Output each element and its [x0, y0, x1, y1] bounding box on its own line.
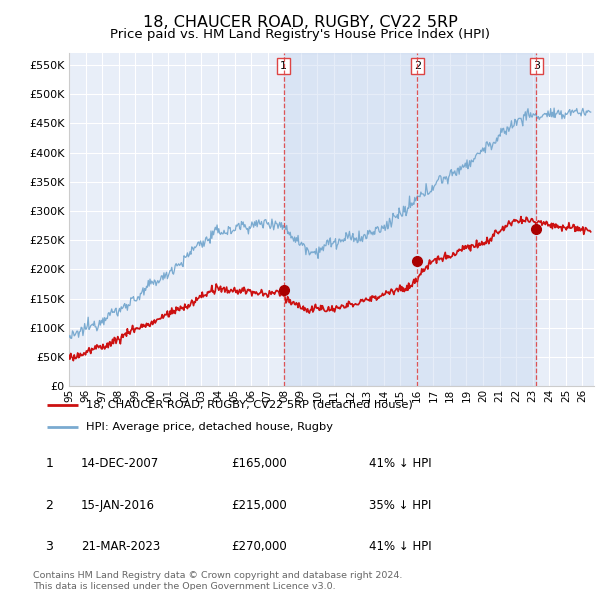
Text: 35% ↓ HPI: 35% ↓ HPI: [369, 499, 431, 512]
Text: HPI: Average price, detached house, Rugby: HPI: Average price, detached house, Rugb…: [86, 422, 333, 432]
Text: 41% ↓ HPI: 41% ↓ HPI: [369, 457, 431, 470]
Text: 3: 3: [46, 540, 53, 553]
Text: 1: 1: [46, 457, 53, 470]
Text: 3: 3: [533, 61, 540, 71]
Text: 18, CHAUCER ROAD, RUGBY, CV22 5RP (detached house): 18, CHAUCER ROAD, RUGBY, CV22 5RP (detac…: [86, 399, 413, 409]
Text: Price paid vs. HM Land Registry's House Price Index (HPI): Price paid vs. HM Land Registry's House …: [110, 28, 490, 41]
Text: £215,000: £215,000: [231, 499, 287, 512]
Text: £270,000: £270,000: [231, 540, 287, 553]
Text: 2: 2: [46, 499, 53, 512]
Text: 14-DEC-2007: 14-DEC-2007: [81, 457, 159, 470]
Text: 18, CHAUCER ROAD, RUGBY, CV22 5RP: 18, CHAUCER ROAD, RUGBY, CV22 5RP: [143, 15, 457, 30]
Text: 1: 1: [280, 61, 287, 71]
Text: 41% ↓ HPI: 41% ↓ HPI: [369, 540, 431, 553]
Text: Contains HM Land Registry data © Crown copyright and database right 2024.
This d: Contains HM Land Registry data © Crown c…: [33, 571, 403, 590]
Text: £165,000: £165,000: [231, 457, 287, 470]
Text: 2: 2: [414, 61, 421, 71]
Bar: [284, 53, 536, 386]
Text: 15-JAN-2016: 15-JAN-2016: [81, 499, 155, 512]
Text: 21-MAR-2023: 21-MAR-2023: [81, 540, 160, 553]
